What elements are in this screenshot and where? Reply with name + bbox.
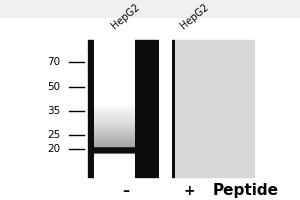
Text: 50: 50 bbox=[47, 82, 60, 92]
Text: 20: 20 bbox=[47, 144, 60, 154]
Text: –: – bbox=[122, 184, 130, 198]
Text: 25: 25 bbox=[47, 130, 60, 140]
Text: Peptide: Peptide bbox=[213, 183, 279, 198]
Text: HepG2: HepG2 bbox=[179, 2, 211, 31]
Text: 35: 35 bbox=[47, 106, 60, 116]
Text: 70: 70 bbox=[47, 57, 60, 67]
Text: HepG2: HepG2 bbox=[110, 2, 142, 31]
Text: +: + bbox=[183, 184, 195, 198]
